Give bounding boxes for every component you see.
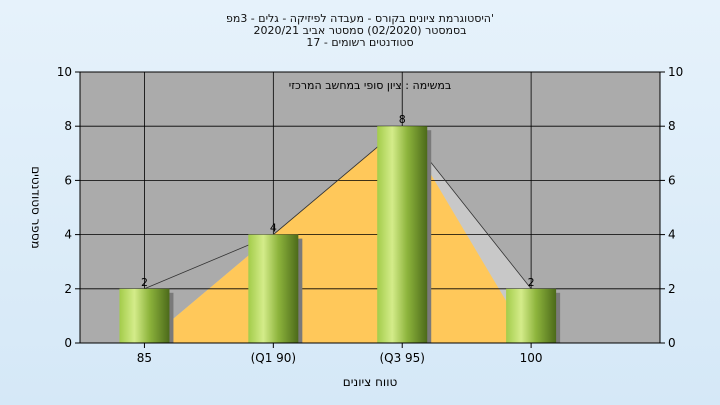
ytick-left-label-2: 2: [64, 282, 72, 296]
plot-frame: [79, 71, 661, 344]
ytick-right-label-8: 8: [668, 119, 676, 133]
ytick-left-label-8: 8: [64, 119, 72, 133]
ytick-right-label-0: 0: [668, 336, 676, 350]
bar-4: [506, 288, 557, 343]
plot-annotation: במשימה : ציון סופי במחשב המרכזי: [289, 79, 452, 92]
chart-subtitle-enrolled: סטודנטים רשומים - 17: [306, 36, 414, 49]
bar-3: [377, 126, 428, 343]
ytick-left-label-10: 10: [57, 65, 72, 79]
xtick-label-2: (Q1 90): [251, 351, 297, 365]
chart-subtitle-semester: בסמסטר (02/2020) סמסטר אביב 2020/21: [253, 24, 467, 37]
ytick-right-label-10: 10: [668, 65, 683, 79]
bar-1: [119, 288, 170, 343]
y-axis-title: מספר סטודנטים: [29, 166, 43, 249]
ytick-right-label-6: 6: [668, 173, 676, 187]
x-axis-title: טווח ציונים: [343, 375, 398, 389]
ytick-left-label-6: 6: [64, 173, 72, 187]
data-label-2: 4: [270, 222, 277, 235]
ytick-left-label-0: 0: [64, 336, 72, 350]
ytick-right-label-4: 4: [668, 228, 676, 242]
chart-title: היסטוגרמת ציונים בקורס - מעבדה לפיזיקה -…: [225, 12, 495, 25]
data-label-3: 8: [399, 113, 406, 126]
ytick-left-label-4: 4: [64, 228, 72, 242]
data-label-1: 2: [141, 276, 148, 289]
xtick-label-1: 85: [137, 351, 152, 365]
xtick-label-4: 100: [520, 351, 543, 365]
ytick-right-label-2: 2: [668, 282, 676, 296]
series-connector-line: [144, 125, 532, 290]
bar-2: [248, 234, 299, 343]
xtick-label-3: (Q3 95): [379, 351, 425, 365]
data-label-4: 2: [528, 276, 535, 289]
